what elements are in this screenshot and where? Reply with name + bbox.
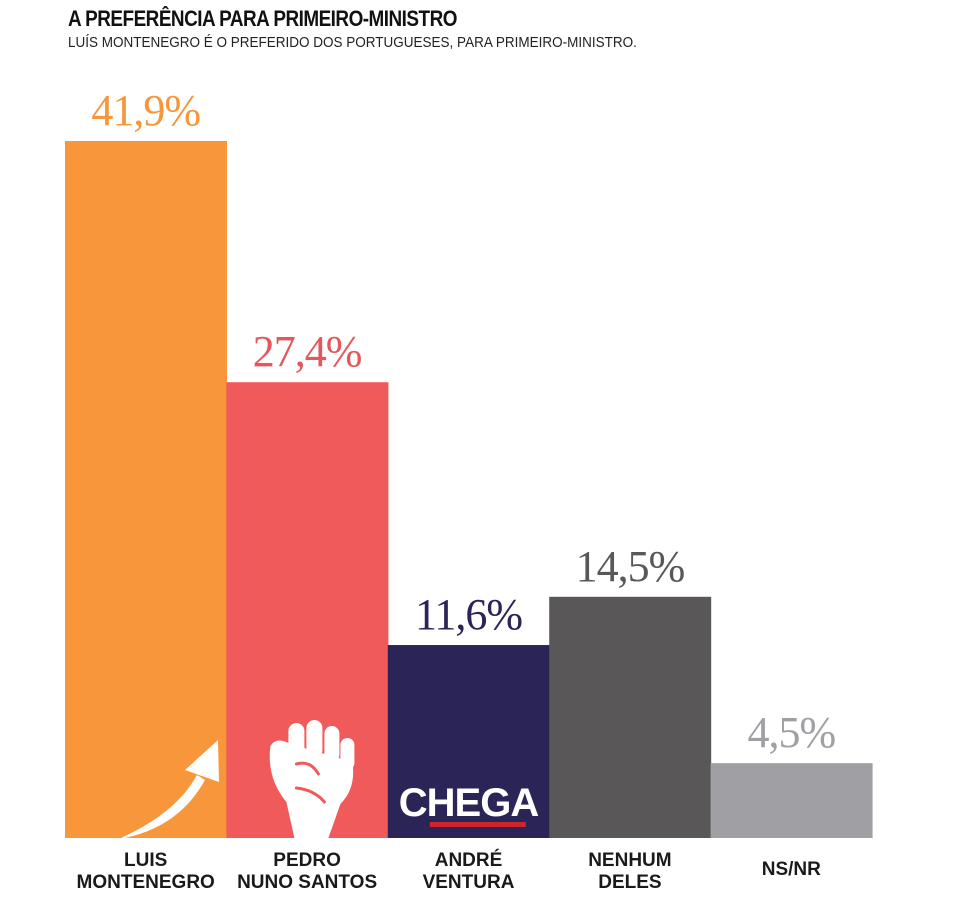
data-label: 4,5% bbox=[747, 708, 835, 757]
category-label-line: NS/NR bbox=[762, 859, 821, 880]
category-label-line: ANDRÉ bbox=[435, 849, 503, 871]
bar bbox=[549, 596, 712, 838]
category-label-line: LUIS bbox=[124, 850, 167, 871]
bar-group: 27,4% PEDRO NUNO SANTOS bbox=[226, 327, 389, 893]
bar bbox=[710, 763, 873, 838]
category-label-line: MONTENEGRO bbox=[77, 872, 215, 893]
category-label: ANDRÉ VENTURA bbox=[423, 849, 515, 893]
bar-group: 14,5% NENHUM DELES bbox=[549, 542, 712, 893]
category-label: NENHUM DELES bbox=[588, 850, 671, 893]
raised-fist-icon bbox=[269, 720, 355, 838]
bar-group: 41,9% LUIS MONTENEGRO bbox=[65, 86, 227, 893]
data-label: 11,6% bbox=[415, 590, 522, 639]
category-label: PEDRO NUNO SANTOS bbox=[237, 850, 377, 893]
chega-logo: CHEGA bbox=[399, 781, 539, 827]
category-label-line: NENHUM bbox=[588, 850, 671, 871]
category-label: NS/NR bbox=[762, 859, 821, 880]
category-label: LUIS MONTENEGRO bbox=[77, 850, 215, 893]
data-label: 14,5% bbox=[576, 542, 685, 591]
bar bbox=[387, 645, 550, 838]
chart-subtitle: LUÍS MONTENEGRO É O PREFERIDO DOS PORTUG… bbox=[68, 34, 637, 51]
category-label-line: VENTURA bbox=[423, 872, 515, 893]
category-label-line: PEDRO bbox=[273, 850, 341, 871]
bar bbox=[65, 141, 227, 838]
arrow-up-right-icon bbox=[121, 740, 219, 838]
chart-title: A PREFERÊNCIA PARA PRIMEIRO-MINISTRO bbox=[68, 6, 457, 31]
category-label-line: NUNO SANTOS bbox=[237, 872, 377, 893]
bar-group: 11,6% ANDRÉ VENTURA bbox=[387, 590, 550, 893]
data-label: 41,9% bbox=[91, 86, 200, 135]
category-label-line: DELES bbox=[598, 872, 661, 893]
svg-text:CHEGA: CHEGA bbox=[399, 781, 539, 825]
data-label: 27,4% bbox=[253, 327, 362, 376]
bar-group: 4,5% NS/NR bbox=[710, 708, 873, 880]
